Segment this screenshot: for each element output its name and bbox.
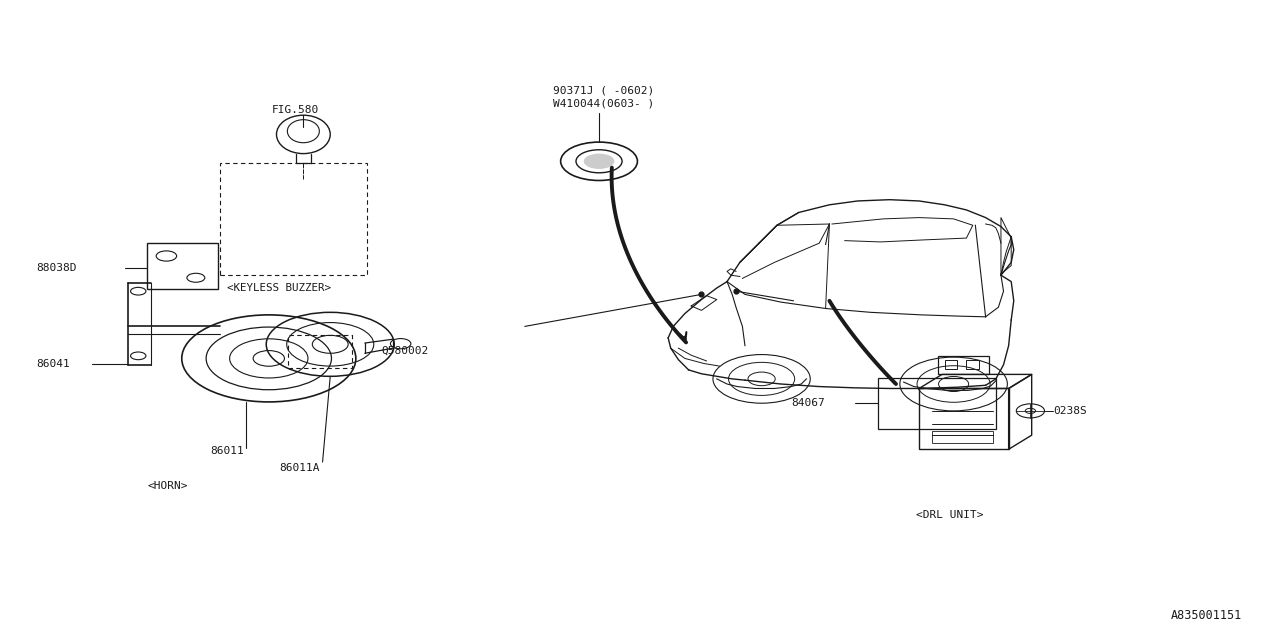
Text: 90371J ( -0602): 90371J ( -0602) <box>553 86 654 96</box>
Text: 86011: 86011 <box>210 446 243 456</box>
Bar <box>945 360 957 369</box>
Bar <box>288 335 352 368</box>
Text: Q580002: Q580002 <box>381 346 429 356</box>
Bar <box>919 388 1009 449</box>
Text: 86041: 86041 <box>36 358 69 369</box>
Bar <box>938 356 989 374</box>
Text: 88038D: 88038D <box>36 262 77 273</box>
Text: 84067: 84067 <box>791 398 824 408</box>
Circle shape <box>584 154 614 169</box>
Text: <DRL UNIT>: <DRL UNIT> <box>916 510 983 520</box>
Bar <box>932 431 993 443</box>
Text: W410044(0603- ): W410044(0603- ) <box>553 99 654 109</box>
Bar <box>966 360 979 369</box>
Text: FIG.580: FIG.580 <box>271 105 319 115</box>
Text: 86011A: 86011A <box>279 463 320 474</box>
Text: <HORN>: <HORN> <box>147 481 188 492</box>
Text: <KEYLESS BUZZER>: <KEYLESS BUZZER> <box>227 283 330 293</box>
Bar <box>878 378 996 429</box>
Text: A835001151: A835001151 <box>1170 609 1242 622</box>
Bar <box>147 243 218 289</box>
Bar <box>220 163 367 275</box>
Text: 0238S: 0238S <box>1053 406 1087 416</box>
